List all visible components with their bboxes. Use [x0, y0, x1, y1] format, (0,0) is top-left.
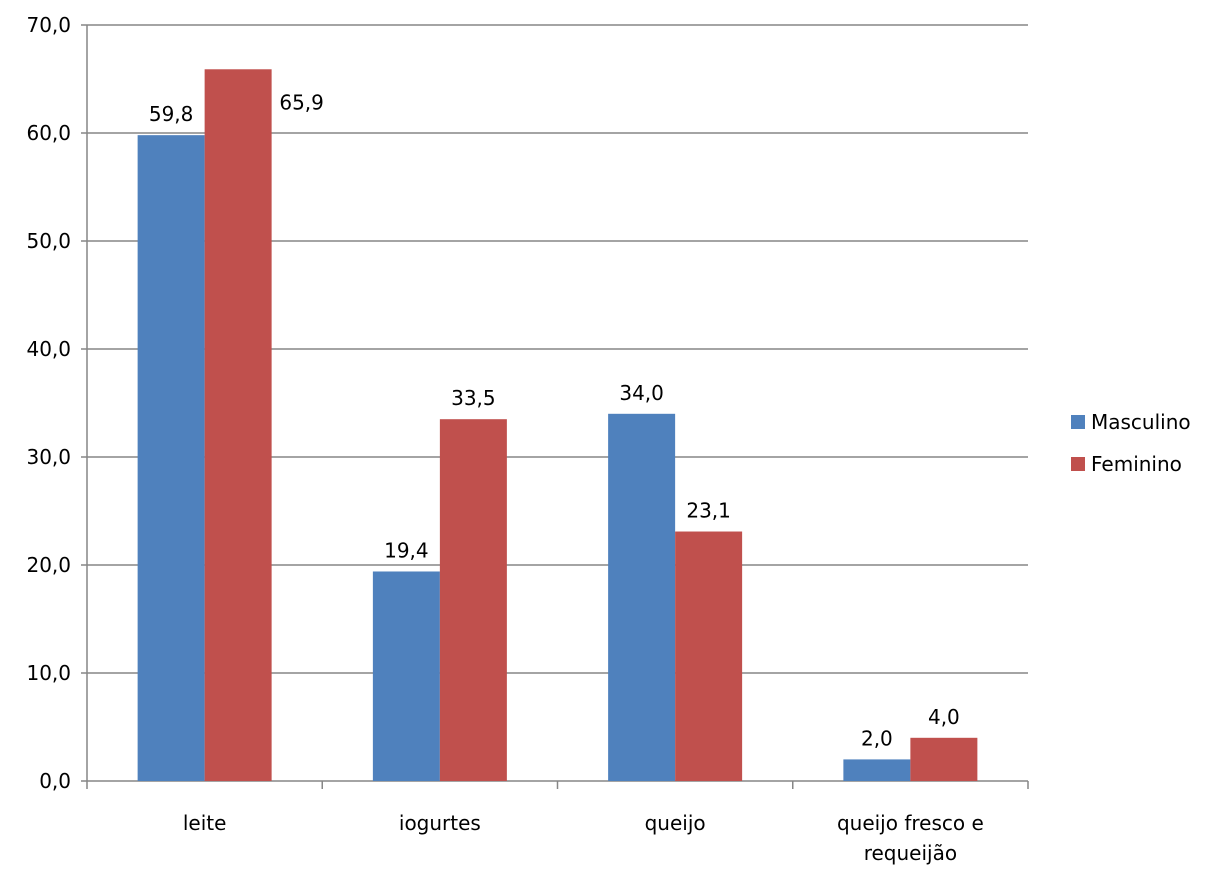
legend: Masculino Feminino [1071, 408, 1191, 492]
y-tick-label: 20,0 [26, 553, 71, 577]
bar-feminino [910, 737, 978, 781]
y-tick-label: 50,0 [26, 229, 71, 253]
data-label: 23,1 [686, 499, 731, 523]
bar-masculino [843, 759, 911, 781]
bar-feminino [439, 419, 507, 781]
legend-item-masculino: Masculino [1071, 408, 1191, 436]
bar-masculino [608, 413, 676, 781]
data-label: 59,8 [149, 102, 194, 126]
data-label: 65,9 [279, 90, 324, 114]
legend-item-feminino: Feminino [1071, 450, 1191, 478]
x-tick-label: leite [183, 811, 227, 835]
bar-feminino [204, 69, 272, 781]
legend-swatch-masculino [1071, 415, 1085, 429]
bar-feminino [675, 531, 743, 781]
x-tick-label: requeijão [864, 841, 957, 865]
y-tick-label: 30,0 [26, 445, 71, 469]
x-tick-label: queijo [645, 811, 706, 835]
bar-masculino [372, 571, 440, 781]
data-label: 2,0 [861, 726, 893, 750]
y-tick-label: 70,0 [26, 13, 71, 37]
y-tick-label: 60,0 [26, 121, 71, 145]
legend-label-feminino: Feminino [1091, 452, 1182, 476]
y-tick-label: 0,0 [39, 769, 71, 793]
x-tick-label: iogurtes [399, 811, 481, 835]
data-label: 4,0 [928, 705, 960, 729]
data-label: 34,0 [619, 381, 664, 405]
y-tick-label: 10,0 [26, 661, 71, 685]
x-tick-label: queijo fresco e [837, 811, 984, 835]
legend-swatch-feminino [1071, 457, 1085, 471]
data-label: 19,4 [384, 538, 429, 562]
y-tick-label: 40,0 [26, 337, 71, 361]
bar-masculino [137, 135, 205, 781]
data-label: 33,5 [451, 386, 496, 410]
legend-label-masculino: Masculino [1091, 410, 1191, 434]
